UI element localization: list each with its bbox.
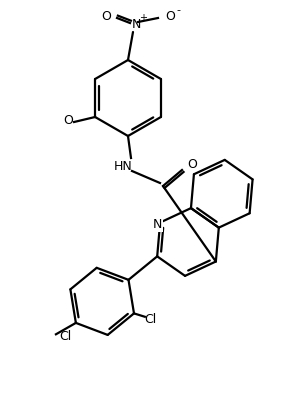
Text: Cl: Cl: [59, 330, 71, 343]
Text: +: +: [139, 13, 147, 23]
Text: O: O: [63, 115, 73, 127]
Text: O: O: [165, 10, 175, 23]
Text: HN: HN: [113, 160, 132, 172]
Text: O: O: [101, 10, 111, 23]
Text: -: -: [176, 5, 180, 15]
Text: N: N: [153, 218, 162, 231]
Text: N: N: [131, 18, 141, 31]
Text: O: O: [187, 158, 197, 172]
Text: Cl: Cl: [145, 313, 157, 326]
